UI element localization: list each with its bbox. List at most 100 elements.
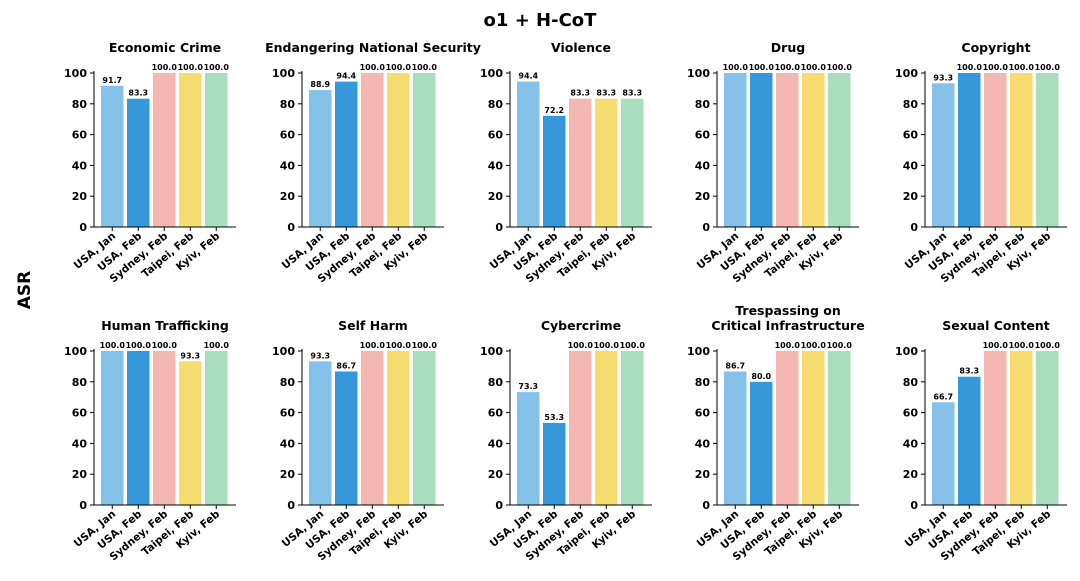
bar-value-label: 86.7 [336,361,356,370]
y-tick-label: 100 [687,67,710,80]
subplot-title: Critical Infrastructure [711,318,864,333]
bar [1036,73,1059,227]
bar-value-label: 88.9 [310,80,330,89]
bar [932,402,955,505]
y-tick-label: 100 [272,345,295,358]
bar-value-label: 66.7 [933,392,953,401]
bar [932,83,955,228]
y-tick-label: 40 [903,159,919,172]
subplot-title: Self Harm [338,318,408,333]
bar [205,351,228,505]
y-tick-label: 0 [495,221,503,234]
y-tick-label: 60 [695,129,711,142]
bar-value-label: 100.0 [801,63,827,72]
y-tick-label: 20 [695,468,711,481]
bar [802,73,825,227]
bar-value-label: 80.0 [751,372,771,381]
y-tick-label: 0 [702,221,710,234]
bar [205,73,228,227]
bar-value-label: 100.0 [827,63,853,72]
bar [309,361,332,505]
bar-value-label: 93.3 [310,351,330,360]
y-tick-label: 40 [488,437,504,450]
bar [828,73,851,227]
bar [750,381,773,505]
y-tick-label: 0 [79,221,87,234]
subplot-title: Cybercrime [541,318,621,333]
y-tick-label: 60 [488,407,504,420]
bar [517,392,540,505]
y-tick-label: 80 [488,98,504,111]
y-tick-label: 0 [702,499,710,512]
bar [335,81,358,228]
bar-value-label: 100.0 [412,63,438,72]
bar-value-label: 100.0 [775,63,801,72]
y-tick-label: 80 [72,98,88,111]
bar [413,351,436,505]
bar [621,98,644,227]
bar [101,85,124,227]
bar-value-label: 94.4 [518,72,538,81]
y-tick-label: 0 [79,499,87,512]
bar-value-label: 100.0 [723,63,749,72]
bar [127,98,150,227]
y-tick-label: 80 [903,376,919,389]
bar [127,351,150,505]
bar-value-label: 73.3 [518,382,538,391]
bar [958,73,981,227]
bar [595,351,618,505]
y-tick-label: 40 [695,159,711,172]
subplot-2: Endangering National Security 0 20 40 60 80 10… [265,40,481,285]
y-tick-label: 40 [903,437,919,450]
subplot-title: Copyright [961,40,1030,55]
y-tick-label: 100 [480,67,503,80]
bar-value-label: 93.3 [180,351,200,360]
y-tick-label: 80 [903,98,919,111]
bar [153,351,176,505]
subplot-title: Endangering National Security [265,40,481,55]
bar-value-label: 100.0 [801,341,827,350]
bar [361,351,384,505]
bar [569,98,592,227]
y-tick-label: 20 [280,190,296,203]
bar [828,351,851,505]
bar-value-label: 100.0 [1035,341,1061,350]
bar-value-label: 100.0 [1009,63,1035,72]
bar-value-label: 100.0 [983,341,1009,350]
y-tick-label: 0 [910,221,918,234]
y-tick-label: 20 [488,190,504,203]
y-tick-label: 100 [272,67,295,80]
y-tick-label: 100 [64,345,87,358]
bar [543,422,566,505]
bar-value-label: 53.3 [544,413,564,422]
bar [413,73,436,227]
bar [776,351,799,505]
bar [179,361,202,505]
y-tick-label: 20 [695,190,711,203]
figure-title: o1 + H-CoT [483,10,597,31]
bar-value-label: 100.0 [100,341,126,350]
y-tick-label: 20 [72,190,88,203]
y-tick-label: 80 [280,376,296,389]
y-tick-label: 80 [280,98,296,111]
y-tick-label: 40 [280,159,296,172]
bar-value-label: 100.0 [620,341,646,350]
bar [1036,351,1059,505]
y-tick-label: 80 [488,376,504,389]
bar [309,90,332,228]
y-tick-label: 100 [687,345,710,358]
y-tick-label: 0 [910,499,918,512]
bar-value-label: 100.0 [827,341,853,350]
y-tick-label: 80 [695,98,711,111]
y-tick-label: 20 [903,468,919,481]
bar-value-label: 100.0 [386,63,412,72]
